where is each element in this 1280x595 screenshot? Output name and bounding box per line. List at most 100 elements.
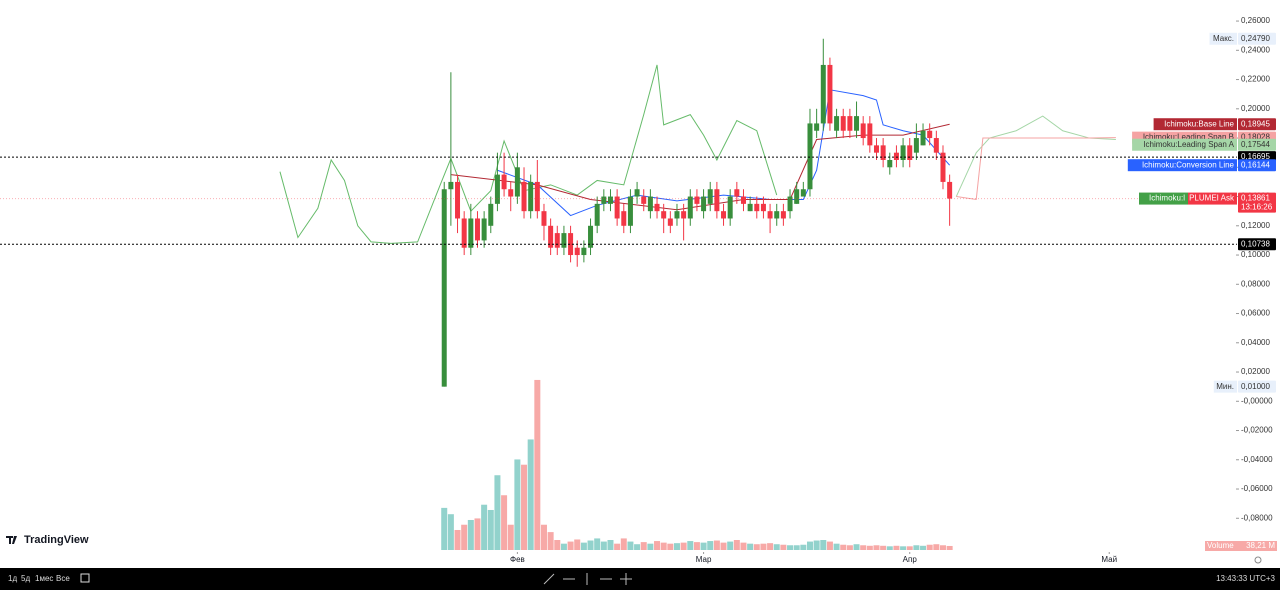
- volume-bar: [534, 379, 541, 550]
- candle-body: [880, 145, 886, 160]
- candle-body: [747, 203, 753, 212]
- volume-bar: [554, 539, 561, 550]
- tag-name-bg: [1188, 192, 1237, 205]
- volume-bar: [880, 545, 887, 550]
- candle-body: [774, 211, 780, 219]
- volume-bar: [893, 545, 900, 550]
- candle-body: [508, 189, 514, 197]
- clock: 13:43:33 UTC+3: [1216, 574, 1275, 583]
- tag-name: Ichimoku:Leading Span B: [1143, 133, 1234, 142]
- volume-bar: [787, 545, 794, 550]
- x-tick-label: Апр: [903, 555, 918, 564]
- candle-body: [661, 211, 667, 219]
- volume-bar: [720, 542, 727, 550]
- tag-name: Ichimoku:Conversion Line: [1142, 160, 1235, 169]
- volume-bar: [673, 543, 680, 550]
- candle-body: [721, 211, 727, 219]
- range-button[interactable]: 1мес: [35, 574, 53, 583]
- y-tick-label: -0,02000: [1241, 426, 1273, 435]
- candle-body: [734, 189, 740, 197]
- candle-body: [947, 181, 953, 199]
- volume-bar: [527, 439, 534, 550]
- candle-body: [780, 211, 786, 219]
- volume-bar: [594, 538, 601, 550]
- candle-body: [541, 211, 547, 226]
- candle-body: [534, 181, 540, 212]
- candle-body: [913, 138, 919, 153]
- volume-bar: [467, 519, 474, 550]
- volume-bar: [886, 546, 893, 550]
- candle-body: [867, 123, 873, 146]
- candle-body: [681, 211, 687, 219]
- volume-bar: [620, 538, 627, 550]
- volume-bar: [860, 545, 867, 550]
- y-tick-label: 0,04000: [1241, 338, 1270, 347]
- price-tag-label: 0,10738: [1241, 239, 1270, 248]
- candle-body: [893, 152, 899, 160]
- indicator-line: [279, 64, 778, 244]
- tag-name-bg: [1139, 192, 1188, 205]
- y-tick-label: 0,08000: [1241, 279, 1270, 288]
- price-tag-label: 0,16144: [1241, 160, 1270, 169]
- volume-bar: [494, 475, 501, 550]
- volume-bar: [780, 544, 787, 550]
- volume-bar: [560, 543, 567, 550]
- volume-bar: [920, 545, 927, 550]
- volume-bar: [481, 504, 488, 550]
- tag-name: Ichimoku:Base Line: [1164, 119, 1234, 128]
- price-tag-label: 0,18945: [1241, 119, 1270, 128]
- volume-bar: [866, 545, 873, 550]
- y-tick-label: 0,02000: [1241, 367, 1270, 376]
- settings-icon[interactable]: [1254, 556, 1262, 564]
- logo: TradingView: [6, 534, 89, 546]
- volume-bar: [713, 540, 720, 550]
- price-tag: [1238, 32, 1276, 45]
- candle-body: [654, 203, 660, 212]
- x-tick-label: Май: [1101, 555, 1117, 564]
- volume-bar: [607, 539, 614, 550]
- candle-body: [568, 233, 574, 256]
- volume-tag: [1205, 541, 1277, 551]
- candle-body: [787, 196, 793, 212]
- volume-bar: [474, 518, 481, 550]
- candle-body: [468, 218, 474, 248]
- candle-body: [907, 145, 913, 160]
- volume-bar: [906, 546, 913, 550]
- candle-body: [727, 196, 733, 219]
- candle-body: [820, 64, 826, 124]
- indicator-line: [955, 115, 1116, 197]
- range-button[interactable]: Все: [56, 574, 70, 583]
- tag-name: Мин.: [1216, 382, 1234, 391]
- candle-body: [674, 211, 680, 219]
- price-tag-time: 13:16:26: [1241, 203, 1273, 212]
- candle-body: [481, 218, 487, 241]
- tag-name-bg: [1127, 159, 1237, 172]
- candle-body: [581, 247, 587, 256]
- volume-bar: [727, 541, 734, 550]
- candle-body: [614, 196, 620, 219]
- candle-body: [740, 196, 746, 204]
- logo-icon: [6, 536, 17, 544]
- price-tag: [1238, 238, 1276, 251]
- y-tick-label: 0,10000: [1241, 250, 1270, 259]
- volume-bar: [487, 509, 494, 550]
- trend-tool[interactable]: [543, 573, 555, 585]
- volume-bar: [574, 539, 581, 550]
- candle-body: [834, 116, 840, 131]
- cross-tool[interactable]: [620, 573, 632, 585]
- candle-body: [474, 218, 480, 241]
- range-button[interactable]: 1д: [8, 574, 17, 583]
- volume-bar: [900, 546, 907, 550]
- price-tag-label: 0,18028: [1241, 133, 1270, 142]
- candle-body: [887, 159, 893, 168]
- range-button[interactable]: 5д: [21, 574, 30, 583]
- date-range-icon[interactable]: [80, 573, 90, 583]
- volume-bar: [826, 541, 833, 550]
- candle-body: [548, 225, 554, 248]
- price-tag: [1238, 159, 1276, 172]
- volume-bar: [580, 542, 587, 550]
- volume-bar: [747, 543, 754, 550]
- y-tick-label: 0,24000: [1241, 45, 1270, 54]
- volume-bar: [547, 532, 554, 550]
- price-tag-label: 0,16695: [1241, 152, 1270, 161]
